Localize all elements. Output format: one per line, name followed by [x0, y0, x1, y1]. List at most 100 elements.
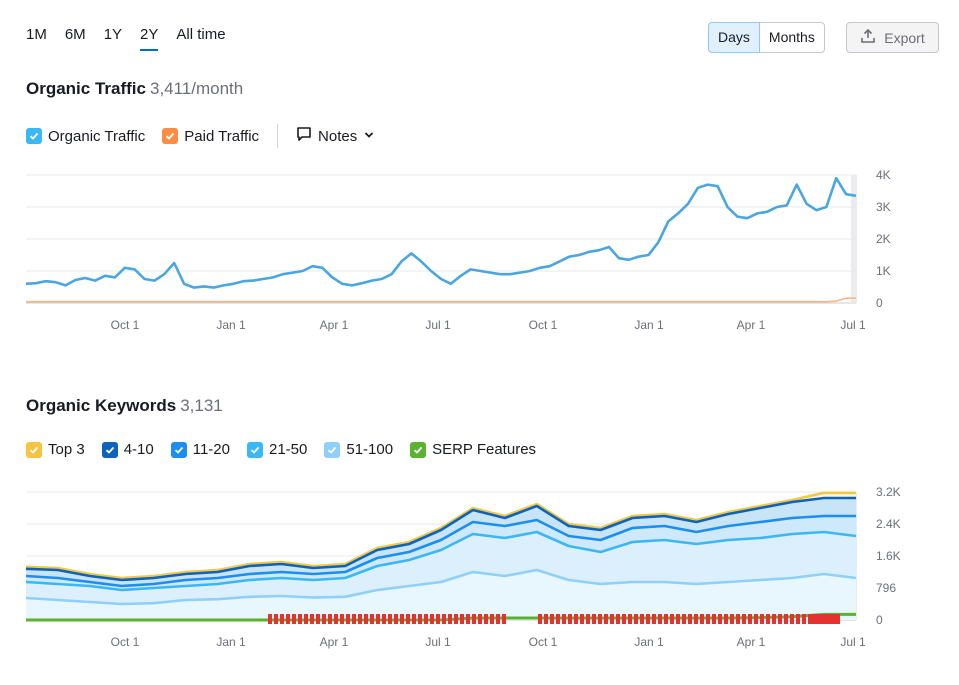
update-marker [742, 614, 746, 624]
y-tick-label: 2K [876, 232, 891, 246]
update-marker [676, 614, 680, 624]
period-tab-2y[interactable]: 2Y [140, 26, 159, 51]
update-marker [370, 614, 374, 624]
series-line-11-20 [25, 514, 856, 588]
notes-dropdown[interactable]: Notes [296, 126, 375, 146]
export-label: Export [884, 29, 925, 46]
legend-organic-traffic[interactable]: Organic Traffic [26, 128, 145, 145]
checkbox-icon [26, 441, 42, 458]
update-marker [688, 614, 692, 624]
keywords-title-text: Organic Keywords [26, 396, 177, 415]
update-marker [418, 614, 422, 624]
series-line-organic-traffic [25, 176, 857, 289]
update-marker [634, 614, 638, 624]
legend-21-50-label: 21-50 [269, 441, 308, 458]
update-marker [670, 614, 674, 624]
update-marker [394, 614, 398, 624]
update-marker [700, 614, 704, 624]
update-marker [730, 614, 734, 624]
update-marker [808, 614, 812, 624]
legend-paid-traffic-label: Paid Traffic [184, 127, 260, 145]
update-marker [748, 614, 752, 624]
update-marker [274, 614, 278, 624]
update-marker [550, 614, 554, 624]
traffic-title: Organic Traffic 3,411/month [26, 79, 243, 99]
update-marker [364, 614, 368, 624]
update-marker [448, 614, 452, 624]
keywords-title: Organic Keywords 3,131 [26, 396, 223, 416]
series-line-paid-traffic [26, 297, 856, 303]
days-button[interactable]: Days [708, 22, 760, 53]
checkbox-icon [101, 441, 118, 458]
update-marker [664, 614, 668, 624]
period-tab-1y[interactable]: 1Y [103, 26, 123, 43]
series-line-top-3 [25, 491, 856, 580]
update-marker [268, 614, 272, 624]
chevron-down-icon [363, 128, 375, 145]
x-tick-label: Oct 1 [111, 318, 140, 332]
legend-top-3[interactable]: Top 3 [26, 441, 85, 458]
legend-51-100[interactable]: 51-100 [324, 441, 393, 458]
update-marker [406, 614, 410, 624]
update-marker [646, 614, 650, 624]
update-marker [280, 614, 284, 624]
update-marker [352, 614, 356, 624]
comment-icon [296, 126, 312, 146]
update-marker [592, 614, 596, 624]
update-marker [562, 614, 566, 624]
update-marker [496, 614, 500, 624]
legend-top-3-label: Top 3 [48, 441, 85, 458]
update-marker [340, 614, 344, 624]
update-marker [334, 614, 338, 624]
update-marker [796, 614, 800, 624]
period-tab-6m[interactable]: 6M [64, 26, 86, 43]
legend-21-50[interactable]: 21-50 [247, 441, 307, 458]
update-marker [812, 614, 840, 624]
update-marker [790, 614, 794, 624]
series-line-21-50 [25, 530, 857, 592]
update-marker [616, 614, 620, 624]
update-marker [358, 614, 362, 624]
checkbox-icon [324, 441, 341, 458]
x-tick-label: Jul 1 [425, 318, 451, 332]
update-marker [298, 614, 302, 624]
update-marker [718, 614, 722, 624]
update-marker [388, 614, 392, 624]
update-marker [478, 614, 482, 624]
legend-11-20[interactable]: 11-20 [170, 441, 230, 458]
legend-serp-features[interactable]: SERP Features [410, 441, 536, 458]
keywords-legend: Top 3 4-10 11-20 21-50 51-100 SERP Featu… [26, 441, 553, 458]
traffic-chart[interactable]: 4K 3K 2K 1K 0 Oct 1 Jan 1 Apr 1 Jul 1 Oct 1 Jan 1 A… [0, 160, 959, 340]
update-marker [556, 614, 560, 624]
keywords-chart[interactable]: 3.2K 2.4K 1.6K 796 0 Oct 1 Jan 1 Apr 1 Jul 1 Oct … [0, 477, 959, 657]
legend-51-100-label: 51-100 [346, 441, 394, 458]
x-tick-label: Apr 1 [320, 635, 349, 649]
x-tick-label: Apr 1 [737, 635, 766, 649]
update-marker [652, 614, 656, 624]
update-marker [754, 614, 758, 624]
checkbox-icon [26, 128, 42, 144]
legend-4-10[interactable]: 4-10 [101, 441, 154, 458]
update-marker [292, 614, 296, 624]
export-button[interactable]: Export [846, 22, 939, 53]
keywords-value: 3,131 [180, 396, 223, 415]
update-marker [412, 614, 416, 624]
series-line-51-100 [25, 568, 857, 606]
update-marker [286, 614, 290, 624]
legend-organic-traffic-label: Organic Traffic [48, 127, 146, 145]
current-period-shade [851, 175, 857, 303]
y-tick-label: 3.2K [876, 485, 901, 499]
y-tick-label: 1K [876, 264, 891, 278]
update-marker [442, 614, 446, 624]
legend-paid-traffic[interactable]: Paid Traffic [162, 128, 259, 145]
update-marker [598, 614, 602, 624]
period-tab-all-time[interactable]: All time [176, 26, 226, 43]
update-marker [310, 614, 314, 624]
y-tick-label: 3K [876, 200, 891, 214]
months-button[interactable]: Months [759, 22, 825, 53]
update-marker [346, 614, 350, 624]
x-tick-label: Jan 1 [216, 635, 246, 649]
update-marker [466, 614, 470, 624]
notes-label: Notes [318, 127, 358, 145]
period-tab-1m[interactable]: 1M [26, 26, 47, 43]
